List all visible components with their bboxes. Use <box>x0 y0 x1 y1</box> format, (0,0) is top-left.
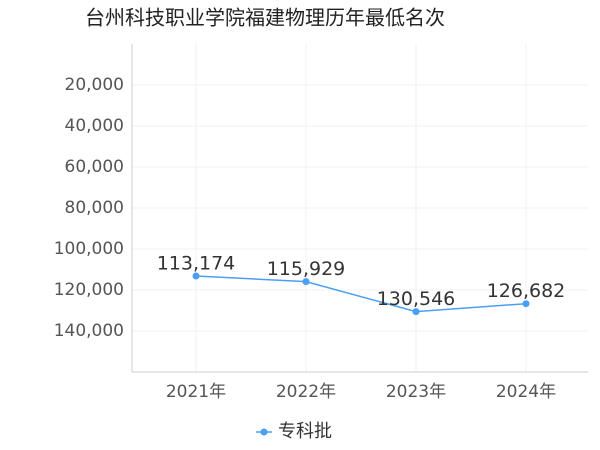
legend-marker <box>260 428 268 436</box>
y-tick-label: 140,000 <box>54 321 124 341</box>
y-tick-label: 40,000 <box>65 116 124 136</box>
data-point <box>522 300 530 308</box>
legend-label: 专科批 <box>278 421 332 442</box>
data-point <box>192 272 200 280</box>
data-label: 113,174 <box>157 253 236 275</box>
y-tick-label: 20,000 <box>65 75 124 95</box>
y-tick-label: 100,000 <box>54 239 124 259</box>
data-label: 130,546 <box>377 288 456 310</box>
y-tick-label: 120,000 <box>54 280 124 300</box>
data-label: 126,682 <box>487 280 566 302</box>
data-point <box>412 308 420 316</box>
x-tick-label: 2024年 <box>496 382 556 402</box>
x-tick-label: 2021年 <box>166 382 226 402</box>
x-tick-label: 2023年 <box>386 382 446 402</box>
x-tick-label: 2022年 <box>276 382 336 402</box>
y-tick-label: 80,000 <box>65 198 124 218</box>
y-tick-label: 60,000 <box>65 157 124 177</box>
data-point <box>302 278 310 286</box>
series-line <box>195 275 527 313</box>
chart-title: 台州科技职业学院福建物理历年最低名次 <box>85 6 445 30</box>
data-label: 115,929 <box>267 258 346 280</box>
